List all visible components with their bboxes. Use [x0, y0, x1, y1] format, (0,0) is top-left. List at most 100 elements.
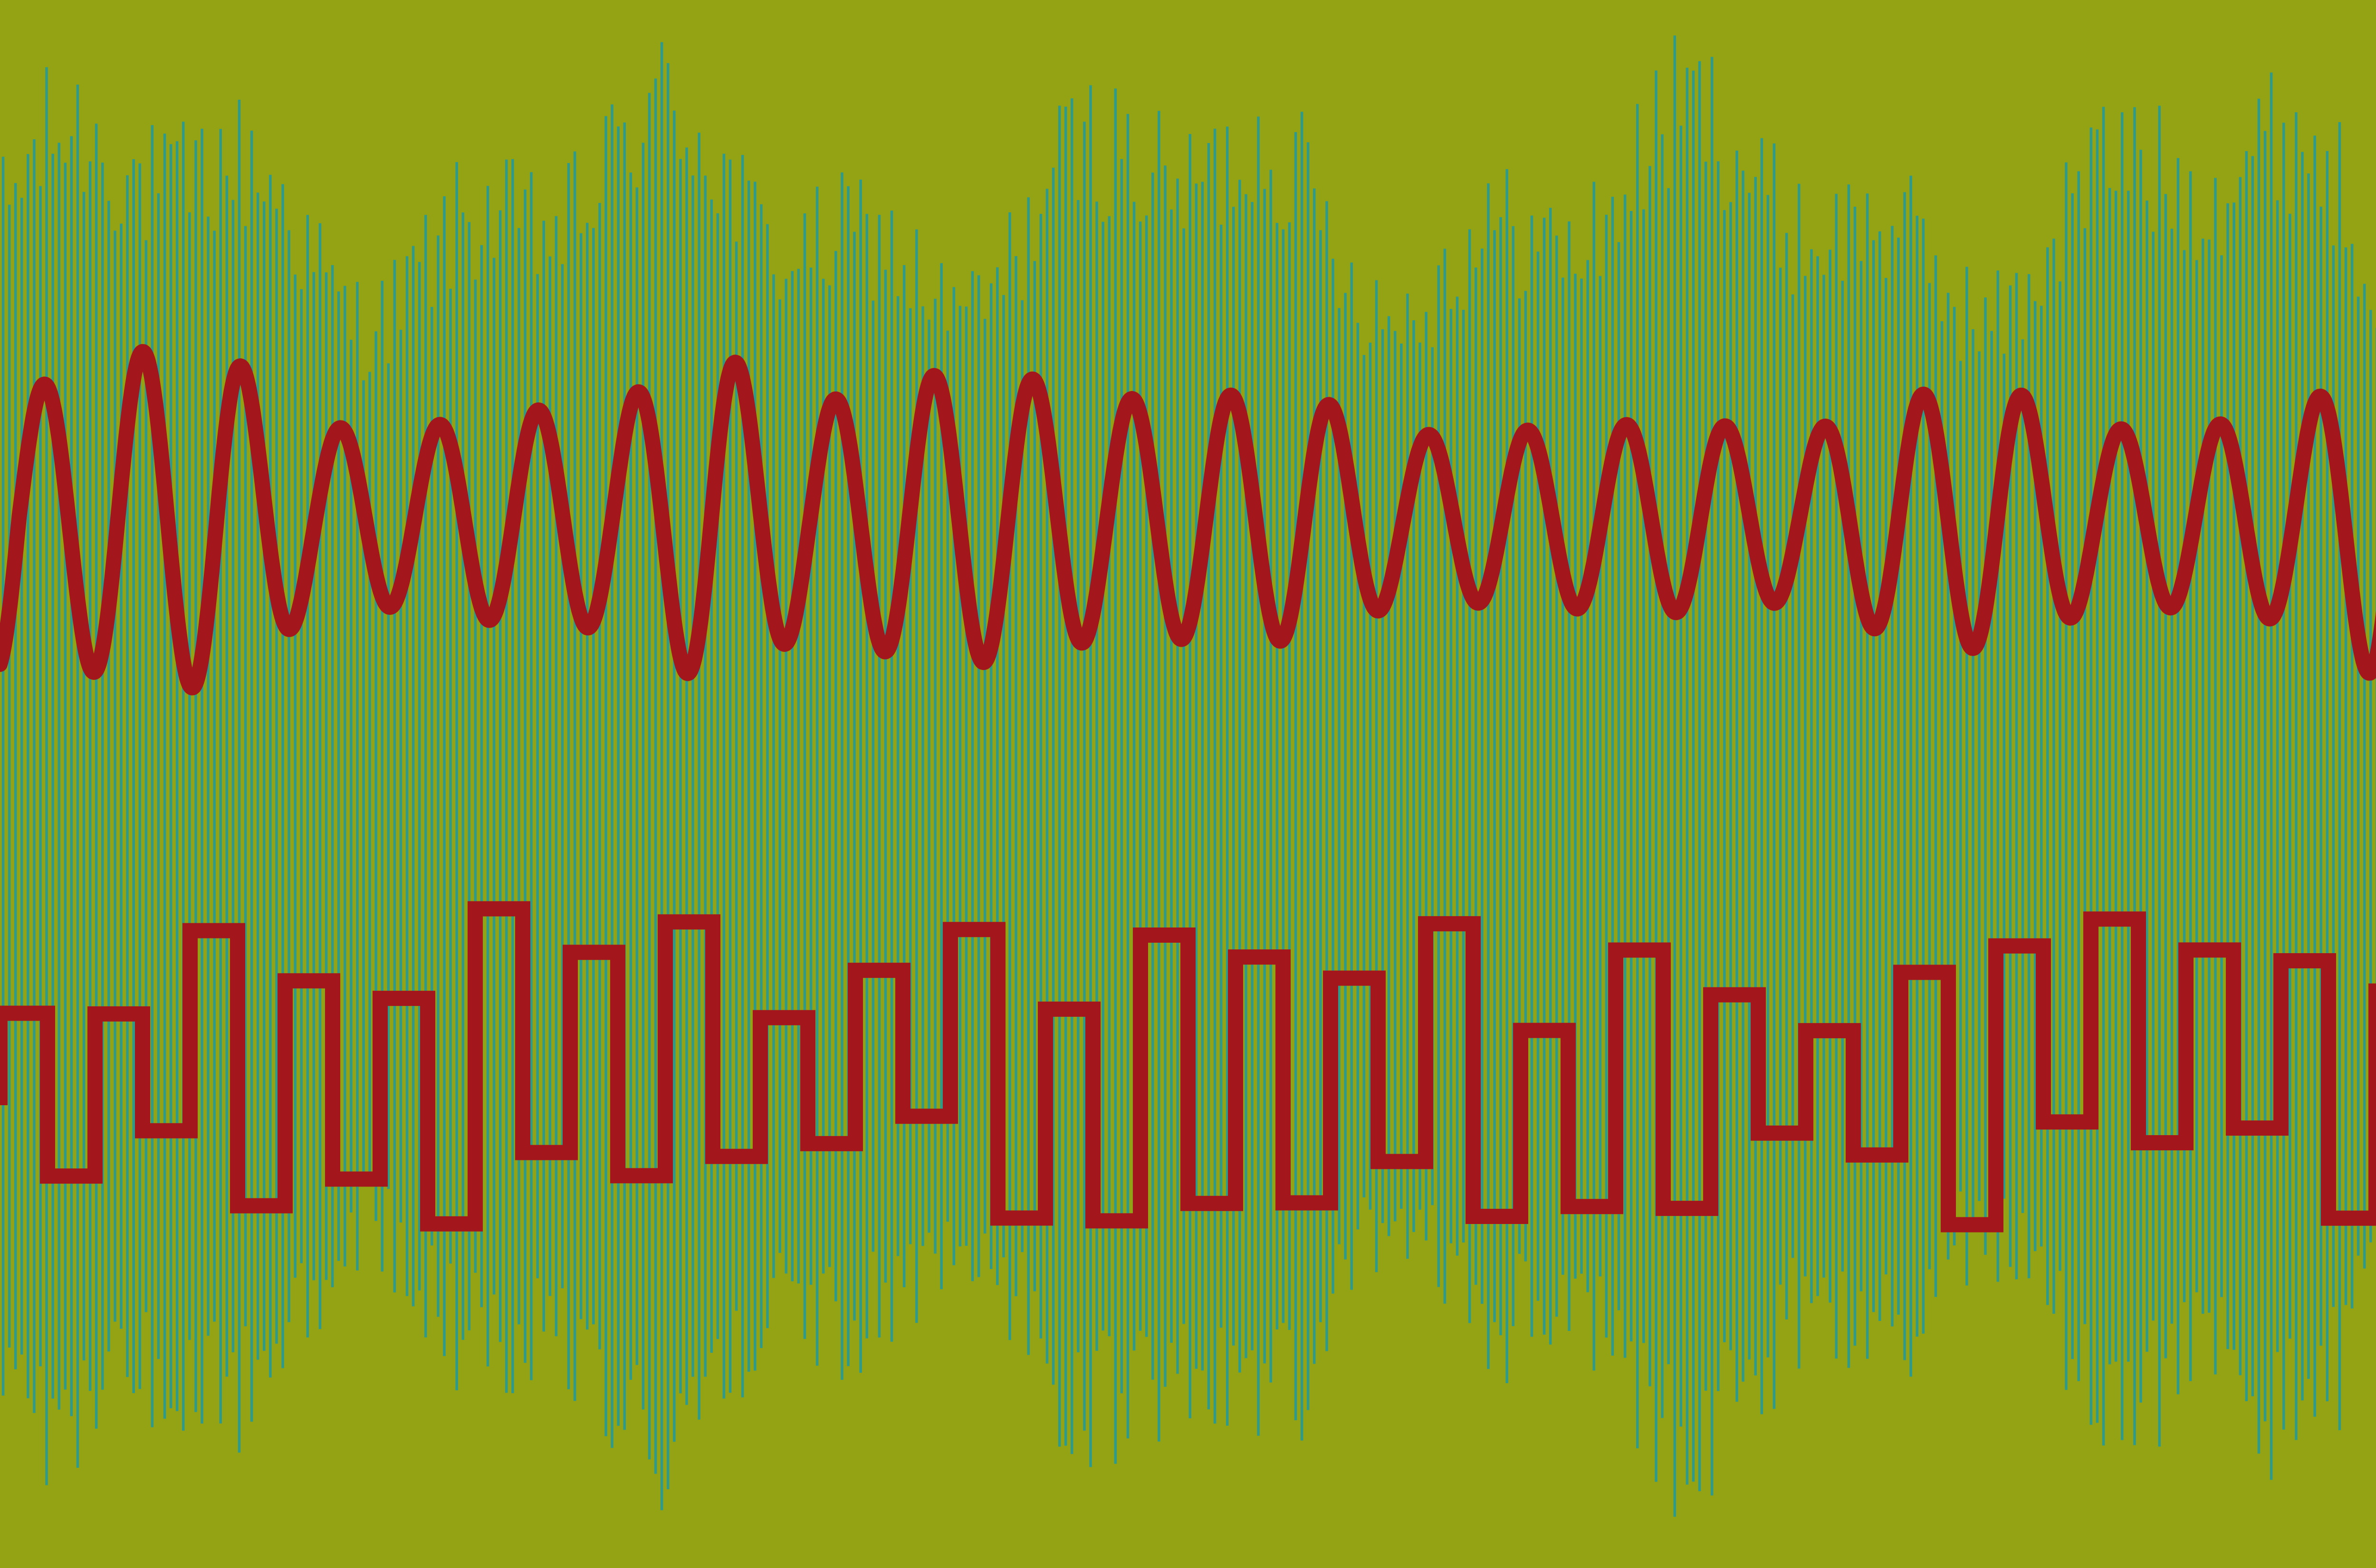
square-wave-line — [0, 901, 2376, 1233]
vertical-bar — [1990, 331, 1993, 1222]
vertical-bar — [1903, 192, 1906, 1360]
vertical-bar — [2257, 98, 2261, 1454]
vertical-bar — [1064, 106, 1067, 1446]
vertical-bar — [2102, 106, 2105, 1446]
vertical-bar — [381, 280, 383, 1272]
vertical-bar — [1, 156, 5, 1396]
vertical-bar — [1611, 197, 1614, 1356]
vertical-bar — [928, 319, 930, 1233]
vertical-bar — [344, 286, 346, 1267]
vertical-bar — [1661, 134, 1664, 1418]
vertical-bar — [2176, 158, 2180, 1395]
vertical-bar — [169, 144, 172, 1408]
vertical-bar — [418, 262, 421, 1291]
vertical-bar — [1219, 224, 1223, 1328]
vertical-bar — [1505, 169, 1508, 1384]
vertical-bar — [555, 216, 558, 1337]
vertical-bar — [312, 272, 316, 1281]
vertical-bar — [1754, 177, 1757, 1376]
vertical-bar — [2002, 354, 2006, 1199]
vertical-bar — [1195, 183, 1198, 1369]
vertical-bar — [530, 172, 533, 1380]
vertical-bar — [45, 67, 48, 1485]
vertical-bar — [660, 42, 663, 1511]
vertical-bar — [1922, 219, 1925, 1334]
vertical-bar — [1251, 202, 1254, 1350]
vertical-bar — [356, 282, 359, 1271]
vertical-bar — [238, 99, 241, 1453]
vertical-bar — [1021, 300, 1024, 1252]
vertical-bar — [1481, 249, 1484, 1304]
vertical-bar — [1679, 125, 1683, 1427]
vertical-bar — [1878, 231, 1881, 1321]
vertical-bar — [88, 161, 92, 1391]
vertical-bar — [2127, 191, 2130, 1362]
vertical-bar — [536, 274, 539, 1279]
vertical-bar — [741, 155, 744, 1397]
vertical-bar — [1742, 171, 1744, 1382]
vertical-bar — [2301, 152, 2304, 1401]
vertical-bar — [443, 196, 446, 1356]
vertical-bar — [1542, 218, 1546, 1335]
vertical-bar — [1027, 197, 1030, 1355]
vertical-bar — [1245, 194, 1247, 1358]
vertical-bar — [1928, 283, 1931, 1270]
vertical-bar — [642, 143, 645, 1410]
vertical-bar — [698, 133, 700, 1420]
vertical-bar — [1760, 138, 1763, 1415]
vertical-bar — [2133, 107, 2136, 1445]
vertical-bar — [592, 228, 595, 1325]
vertical-bar — [39, 186, 42, 1367]
vertical-bar — [1319, 230, 1322, 1322]
vertical-bar — [2009, 285, 2012, 1267]
vertical-bar — [350, 340, 353, 1213]
vertical-bar — [33, 139, 36, 1413]
vertical-bar — [1170, 209, 1173, 1343]
vertical-bar — [1934, 255, 1937, 1297]
vertical-bar — [990, 283, 993, 1269]
vertical-bar — [971, 271, 974, 1281]
vertical-bar — [362, 380, 365, 1172]
vertical-bar — [175, 141, 179, 1411]
vertical-bar — [194, 140, 197, 1412]
vertical-bar — [573, 151, 576, 1401]
vertical-bar — [188, 212, 191, 1340]
vertical-bar — [797, 268, 800, 1284]
vertical-bar — [2114, 191, 2117, 1362]
vertical-bar — [1822, 275, 1825, 1278]
vertical-bar — [1853, 207, 1857, 1346]
vertical-bar — [1132, 201, 1136, 1351]
vertical-bar — [1859, 261, 1863, 1291]
vertical-bar — [679, 159, 682, 1394]
vertical-bar — [2164, 194, 2167, 1358]
vertical-bar — [1692, 70, 1695, 1482]
vertical-bar — [449, 288, 452, 1264]
vertical-bar — [1431, 347, 1434, 1205]
vertical-bar — [1605, 214, 1608, 1338]
vertical-bar — [915, 229, 918, 1323]
vertical-bars-field — [1, 35, 2376, 1517]
vertical-bar — [1232, 207, 1235, 1346]
vertical-bar — [2059, 281, 2061, 1271]
vertical-bar — [635, 187, 639, 1365]
vertical-bar — [2270, 72, 2273, 1480]
vertical-bar — [431, 306, 433, 1246]
vertical-bar — [542, 220, 545, 1332]
vertical-bar — [884, 269, 887, 1283]
vertical-bar — [1978, 351, 1981, 1201]
vertical-bar — [1381, 329, 1384, 1224]
vertical-bar — [1375, 280, 1378, 1272]
vertical-bar — [1462, 310, 1465, 1243]
vertical-bar — [766, 224, 769, 1329]
vertical-bar — [213, 230, 216, 1322]
vertical-bar — [2170, 229, 2174, 1324]
vertical-bar — [654, 78, 657, 1474]
vertical-bar — [2121, 112, 2124, 1440]
vertical-bar — [1909, 175, 1912, 1377]
vertical-bar — [399, 330, 402, 1223]
vertical-bar — [548, 256, 552, 1296]
vertical-bar — [1213, 128, 1217, 1424]
vertical-bar — [1655, 70, 1657, 1482]
vertical-bar — [1847, 184, 1850, 1368]
